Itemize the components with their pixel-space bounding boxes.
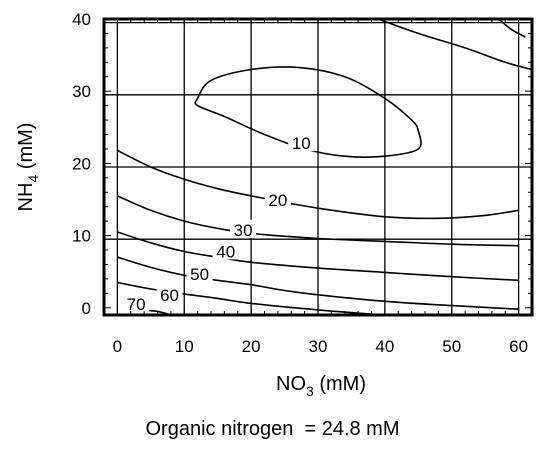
x-tick-label-40: 40 [375,337,394,356]
y-axis-label-unit: (mM) [15,123,37,175]
y-axis-label: NH4 (mM) [15,123,41,212]
contour-label-20: 20 [268,191,287,210]
x-tick-labels: 0 10 20 30 40 50 60 [113,337,528,356]
y-tick-label-40: 40 [72,10,91,29]
x-tick-label-0: 0 [113,337,122,356]
gridlines [104,19,532,315]
plot-frame [102,17,534,317]
x-tick-label-30: 30 [309,337,328,356]
x-axis-label-subscript: 3 [306,383,314,399]
contour-label-30: 30 [234,221,253,240]
contour-line-unlabeled-1 [377,19,532,71]
contour-labels: 10 20 30 40 50 60 70 [123,133,315,314]
y-tick-labels: 0 10 20 30 40 [72,10,91,318]
contour-label-bg-20 [264,190,291,209]
contour-lines [117,19,532,315]
contour-label-60: 60 [160,286,179,305]
contour-label-70: 70 [127,295,146,314]
y-tick-label-10: 10 [72,227,91,246]
contour-label-50: 50 [190,265,209,284]
y-axis-label-base: NH [15,183,37,212]
x-tick-label-50: 50 [442,337,461,356]
contour-line-40 [117,231,519,282]
contour-line-unlabeled-2 [498,19,526,38]
x-tick-label-60: 60 [509,337,528,356]
contour-label-40: 40 [216,242,235,261]
chart-caption: Organic nitrogen = 24.8 mM [145,418,400,440]
y-tick-label-20: 20 [72,154,91,173]
x-axis-label-base: NO [276,373,306,395]
y-axis-label-subscript: 4 [25,175,41,183]
contour-label-bg-30 [230,219,257,238]
contour-label-bg-40 [212,241,239,260]
contour-label-bg-10 [288,133,315,152]
contour-line-30 [117,195,519,247]
x-tick-label-10: 10 [175,337,194,356]
x-axis-label-unit: (mM) [314,373,366,395]
contour-label-10: 10 [292,134,311,153]
contour-line-10 [194,66,422,158]
y-tick-label-30: 30 [72,82,91,101]
contour-label-bg-70 [123,294,150,313]
contour-line-50 [117,256,519,310]
x-tick-label-20: 20 [242,337,261,356]
x-axis-label: NO3 (mM) [276,373,366,399]
contour-label-bg-50 [186,263,213,282]
y-tick-label-0: 0 [82,299,91,318]
contour-label-bg-60 [156,284,183,303]
